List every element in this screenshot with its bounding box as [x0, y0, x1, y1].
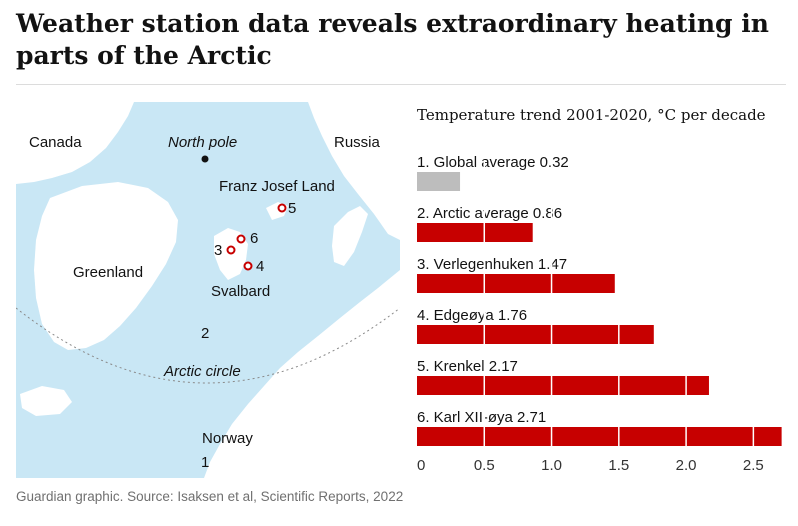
map-label-canada: Canada [29, 134, 82, 151]
map-label-norway: Norway [202, 430, 253, 447]
x-tick-label-4: 2.0 [676, 457, 697, 474]
station-number-3: 3 [214, 242, 223, 259]
x-tick-label-5: 2.5 [743, 457, 764, 474]
map-label-svalbard: Svalbard [211, 283, 271, 300]
map-land-greenland [34, 182, 178, 350]
map-land-russia [308, 102, 400, 240]
x-tick-label-0: 0 [417, 457, 425, 474]
station-marker-6 [236, 234, 246, 244]
headline: Weather station data reveals extraordina… [16, 9, 769, 70]
station-number-4: 4 [256, 258, 265, 275]
station-number-5: 5 [288, 200, 297, 217]
bar-label-4: 4. Edgeøya 1.76 [417, 307, 527, 324]
bar-label-3: 3. Verlegenhuken 1.47 [417, 256, 567, 273]
bar-label-5: 5. Krenkel 2.17 [417, 358, 518, 375]
map-label-arctic-circle: Arctic circle [164, 363, 241, 380]
station-marker-4 [243, 261, 253, 271]
station-number-1: 1 [201, 454, 210, 471]
map-drawing [15, 102, 401, 478]
header-divider [16, 84, 786, 85]
map-label-russia: Russia [334, 134, 380, 151]
bar-2 [417, 223, 533, 242]
source-note: Guardian graphic. Source: Isaksen et al,… [16, 489, 404, 504]
bar-5 [417, 376, 709, 395]
map-land-novaya-zemlya [332, 206, 368, 266]
bar-6 [417, 427, 782, 446]
station-number-2: 2 [201, 325, 210, 342]
arctic-map: Canada North pole Russia Franz Josef Lan… [15, 102, 401, 478]
station-marker-5 [277, 203, 287, 213]
map-label-greenland: Greenland [73, 264, 144, 281]
bar-1 [417, 172, 461, 191]
station-number-6: 6 [250, 230, 259, 247]
arctic-circle-line [15, 307, 401, 384]
bar-3 [417, 274, 615, 293]
x-tick-label-1: 0.5 [474, 457, 495, 474]
north-pole-dot [201, 155, 209, 163]
bar-4 [417, 325, 654, 344]
bar-label-1: 1. Global average 0.32 [417, 154, 569, 171]
bar-label-2: 2. Arctic average 0.86 [417, 205, 562, 222]
map-land-scandinavia [204, 270, 400, 478]
bar-label-6: 6. Karl XII-øya 2.71 [417, 409, 546, 426]
station-marker-3 [226, 245, 236, 255]
chart-title: Temperature trend 2001-2020, °C per deca… [417, 106, 766, 124]
map-land-iceland [20, 386, 72, 416]
map-land-canada [16, 102, 134, 184]
x-tick-label-3: 1.5 [608, 457, 629, 474]
map-label-franz-josef-land: Franz Josef Land [219, 178, 335, 195]
map-label-north-pole: North pole [168, 134, 238, 151]
x-tick-label-2: 1.0 [541, 457, 562, 474]
